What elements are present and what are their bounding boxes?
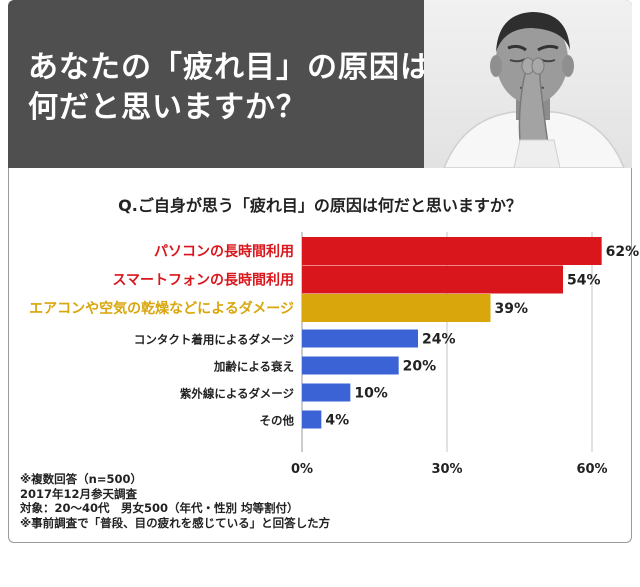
x-tick-label: 30% (431, 462, 462, 477)
bar (302, 294, 491, 322)
value-label: 39% (495, 301, 529, 317)
chart-card (8, 168, 632, 543)
tired-man-photo (424, 0, 632, 168)
chart-question-title: Q.ご自身が思う「疲れ目」の原因は何だと思いますか？ (118, 196, 522, 215)
category-label: 紫外線によるダメージ (180, 387, 295, 401)
bar (302, 265, 563, 294)
value-label: 10% (354, 386, 388, 402)
category-label: その他 (260, 414, 295, 428)
banner-title: あなたの「疲れ目」の原因は 何だと思いますか？ (28, 50, 431, 125)
value-label: 20% (403, 359, 437, 375)
note-line: 対象：20～40代 男女500（年代・性別 均等割付） (20, 501, 299, 515)
tired-man-illustration (443, 12, 625, 168)
x-tick-label: 60% (576, 462, 607, 477)
note-line: 2017年12月参天調査 (20, 486, 138, 501)
value-label: 54% (567, 273, 601, 289)
value-label: 4% (325, 413, 349, 429)
category-label: パソコンの長時間利用 (154, 243, 294, 260)
value-label: 62% (606, 244, 640, 260)
x-tick-label: 0% (291, 462, 313, 477)
category-label: コンタクト着用によるダメージ (134, 333, 295, 347)
note-line: ※複数回答（n=500） (20, 472, 143, 486)
bar (302, 383, 351, 402)
note-line: ※事前調査で「普段、目の疲れを感じている」と回答した方 (20, 515, 331, 530)
bar (302, 237, 602, 265)
bar (302, 410, 322, 429)
value-label: 24% (422, 332, 456, 348)
header-banner: あなたの「疲れ目」の原因は 何だと思いますか？ (8, 0, 632, 168)
category-label: エアコンや空気の乾燥などによるダメージ (29, 300, 294, 317)
chart-notes: ※複数回答（n=500） 2017年12月参天調査 対象：20～40代 男女50… (20, 472, 330, 530)
category-label: スマートフォンの長時間利用 (112, 272, 294, 289)
bar (302, 356, 399, 375)
bar (302, 329, 418, 348)
category-label: 加齢による衰え (213, 360, 294, 374)
